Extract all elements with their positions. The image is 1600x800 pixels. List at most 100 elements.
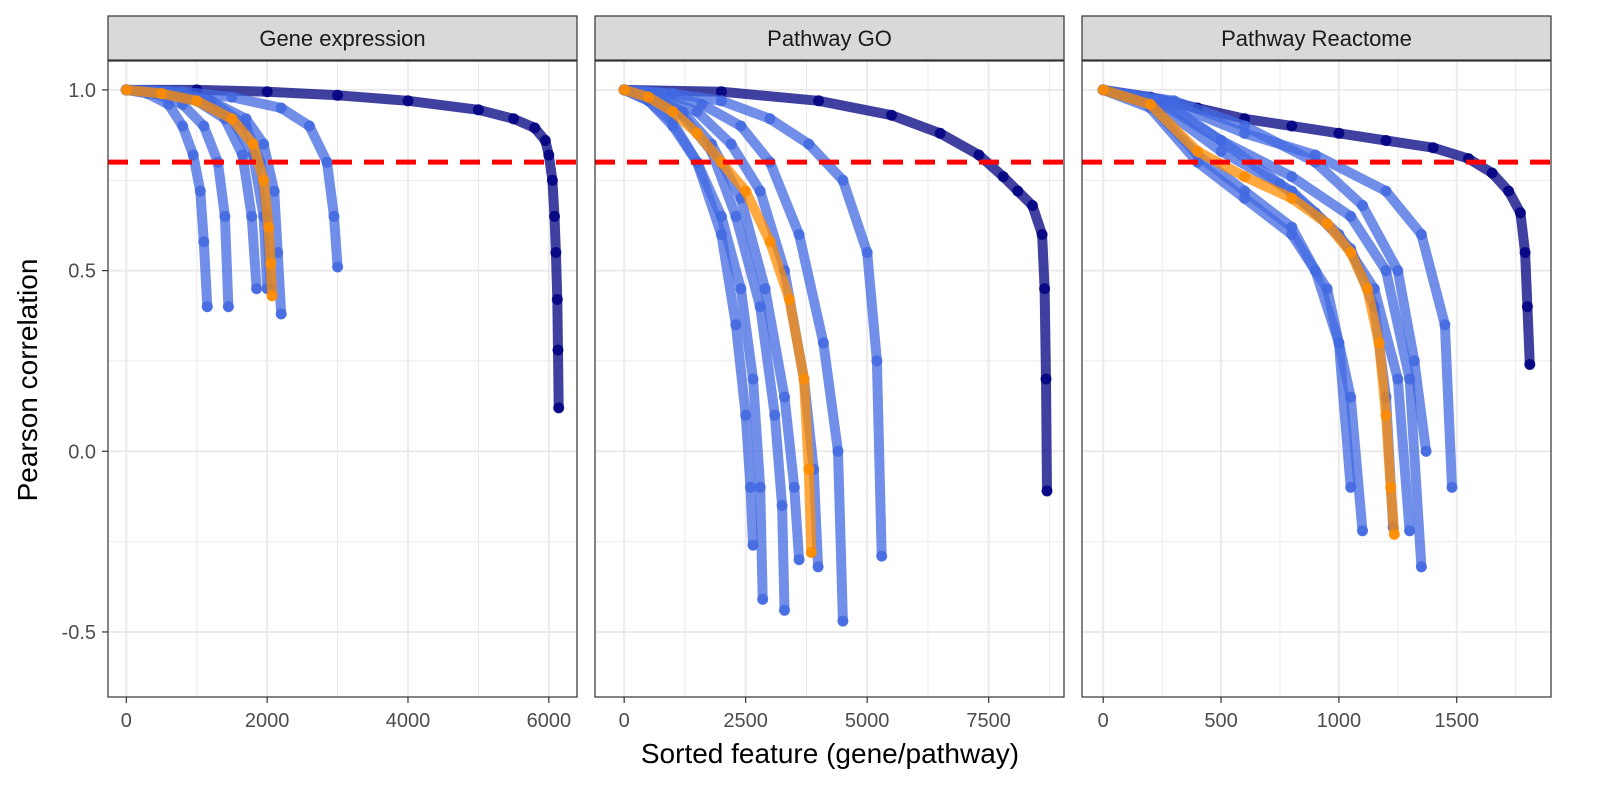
data-point <box>303 120 315 132</box>
data-point <box>1521 301 1533 313</box>
facet-title: Gene expression <box>259 26 425 51</box>
series-line <box>121 84 564 413</box>
data-point <box>177 120 189 132</box>
data-point <box>549 210 560 222</box>
data-point <box>1415 229 1427 240</box>
data-point <box>1333 337 1345 349</box>
series-dark <box>120 84 565 414</box>
data-point <box>973 149 985 161</box>
data-point <box>120 84 132 96</box>
data-point <box>1388 528 1400 540</box>
data-point <box>247 138 259 150</box>
data-point <box>618 84 630 96</box>
data-point <box>861 247 873 258</box>
data-point <box>1361 283 1373 295</box>
series-group <box>618 84 1053 627</box>
data-point <box>1385 481 1397 493</box>
data-point <box>1192 145 1203 157</box>
series-line <box>121 84 343 272</box>
data-point <box>667 88 679 99</box>
data-point <box>1097 84 1109 96</box>
data-point <box>667 106 679 118</box>
data-point <box>715 86 727 98</box>
data-point <box>793 554 805 566</box>
data-point <box>735 283 747 295</box>
data-point <box>258 174 270 186</box>
series-orange <box>1097 84 1400 540</box>
x-tick-label: 4000 <box>386 710 431 732</box>
x-tick-label: 1500 <box>1434 710 1479 732</box>
x-tick-label: 2500 <box>723 710 768 732</box>
y-tick-label: 0.0 <box>68 441 96 463</box>
x-tick-label: 2000 <box>245 710 290 732</box>
x-tick-label: 7500 <box>966 710 1011 732</box>
data-point <box>1345 481 1357 493</box>
data-point <box>1420 445 1432 457</box>
panel-border <box>1081 60 1552 698</box>
data-point <box>1439 319 1451 331</box>
data-point <box>837 615 849 627</box>
x-tick-label: 5000 <box>845 710 890 732</box>
data-point <box>1524 359 1536 370</box>
data-point <box>1286 120 1298 132</box>
data-point <box>871 355 883 367</box>
data-point <box>1373 337 1385 349</box>
data-point <box>803 463 815 475</box>
data-point <box>1286 171 1298 183</box>
facet-title: Pathway Reactome <box>1221 26 1412 51</box>
data-point <box>643 91 654 103</box>
y-tick-label: 1.0 <box>68 80 96 102</box>
data-point <box>1404 525 1416 537</box>
series-orange <box>120 84 278 302</box>
data-point <box>1392 373 1404 385</box>
series-group <box>1097 84 1536 573</box>
data-point <box>1380 265 1392 277</box>
data-point <box>219 210 231 222</box>
data-point <box>543 149 555 161</box>
data-point <box>546 174 558 186</box>
data-point <box>813 95 825 107</box>
data-point <box>1380 135 1392 146</box>
data-point <box>886 109 897 121</box>
data-point <box>1036 229 1048 240</box>
data-point <box>1408 355 1420 367</box>
data-point <box>798 373 810 385</box>
data-point <box>1345 247 1357 258</box>
data-point <box>156 88 167 99</box>
y-axis-title: Pearson correlation <box>12 259 43 502</box>
data-point <box>1039 283 1051 295</box>
data-point <box>740 185 752 197</box>
data-point <box>805 547 817 558</box>
facet-strip <box>1081 15 1552 61</box>
series-orange <box>618 84 817 558</box>
data-point <box>332 261 344 273</box>
data-point <box>1514 207 1526 219</box>
data-point <box>191 95 203 107</box>
x-tick-label: 6000 <box>527 710 572 732</box>
x-tick-label: 0 <box>619 710 630 732</box>
data-point <box>198 120 210 132</box>
data-point <box>769 409 781 421</box>
data-point <box>715 95 727 107</box>
data-point <box>754 481 766 493</box>
data-point <box>1357 200 1368 211</box>
data-point <box>222 301 234 313</box>
data-point <box>402 95 414 107</box>
data-point <box>754 185 766 197</box>
data-point <box>934 127 946 139</box>
data-point <box>553 402 565 414</box>
facet-title: Pathway GO <box>767 26 892 51</box>
data-point <box>258 138 270 150</box>
data-point <box>529 122 541 134</box>
data-point <box>725 138 737 150</box>
data-point <box>759 283 771 295</box>
data-point <box>261 86 273 98</box>
data-point <box>1041 485 1053 497</box>
data-point <box>275 102 287 114</box>
data-point <box>332 89 344 101</box>
panels-layer: Gene expression 0 2000 4000 6000 Pathway GO 0 2… <box>107 15 1552 732</box>
y-tick-label: -0.5 <box>62 622 96 644</box>
x-tick-label: 0 <box>1098 710 1109 732</box>
data-point <box>1415 561 1427 573</box>
